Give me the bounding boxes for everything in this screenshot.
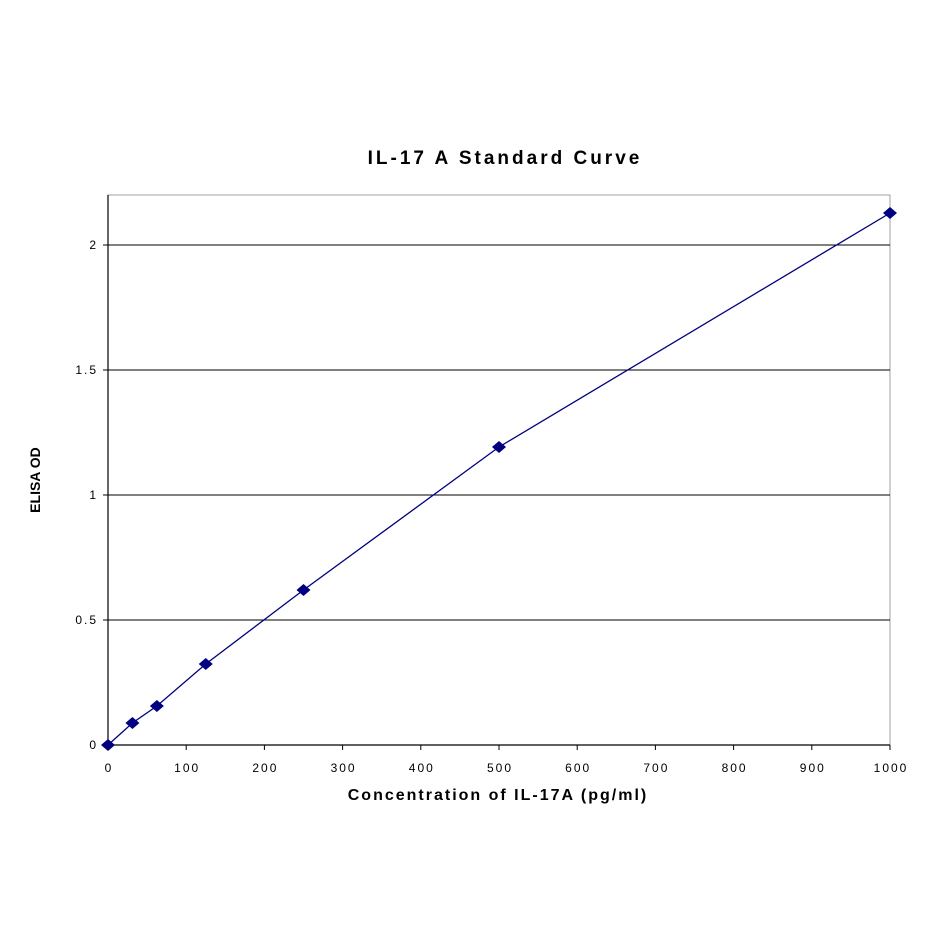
x-tick-label: 600 xyxy=(565,761,591,775)
data-point xyxy=(883,207,897,219)
data-point xyxy=(296,584,311,596)
x-tick-label: 100 xyxy=(174,761,200,775)
x-tick-label: 900 xyxy=(800,761,826,775)
x-tick-label: 800 xyxy=(722,761,748,775)
data-point xyxy=(198,658,213,670)
x-tick-label: 300 xyxy=(331,761,357,775)
data-point xyxy=(101,739,115,751)
data-point xyxy=(149,700,164,712)
x-tick-label: 500 xyxy=(487,761,513,775)
x-tick-label: 1000 xyxy=(874,761,909,775)
plot-area: 0 0.5 1 1.5 2 0 100 200 300 400 500 600 700 800 900 100… xyxy=(75,194,909,775)
x-tick-label: 700 xyxy=(643,761,669,775)
plot-frame xyxy=(107,194,891,746)
x-tick-label: 400 xyxy=(409,761,435,775)
series-line xyxy=(107,212,891,746)
y-tick-label: 1 xyxy=(89,488,98,502)
x-tick-label: 0 xyxy=(105,761,114,775)
y-axis-label: ELISA OD xyxy=(27,447,43,513)
data-point xyxy=(125,717,140,729)
y-tick-label: 1.5 xyxy=(75,363,98,377)
x-tick-label: 200 xyxy=(252,761,278,775)
y-tick-label: 0 xyxy=(89,738,98,752)
chart-title: IL-17 A Standard Curve xyxy=(368,148,643,169)
x-axis-label: Concentration of IL-17A (pg/ml) xyxy=(348,787,649,804)
y-tick-label: 0.5 xyxy=(75,613,98,627)
y-tick-label: 2 xyxy=(89,238,98,252)
data-point xyxy=(492,441,506,453)
